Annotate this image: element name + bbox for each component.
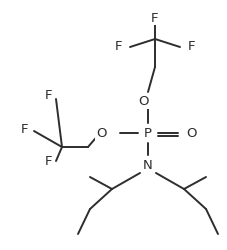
Text: N: N xyxy=(143,159,152,172)
Text: F: F xyxy=(114,39,121,52)
Text: F: F xyxy=(187,39,195,52)
Text: F: F xyxy=(44,89,52,102)
Text: F: F xyxy=(20,123,28,136)
Text: P: P xyxy=(143,127,151,140)
Text: F: F xyxy=(44,155,52,168)
Text: O: O xyxy=(96,127,106,140)
Text: O: O xyxy=(138,95,149,108)
Text: O: O xyxy=(185,127,196,140)
Text: F: F xyxy=(151,12,158,24)
